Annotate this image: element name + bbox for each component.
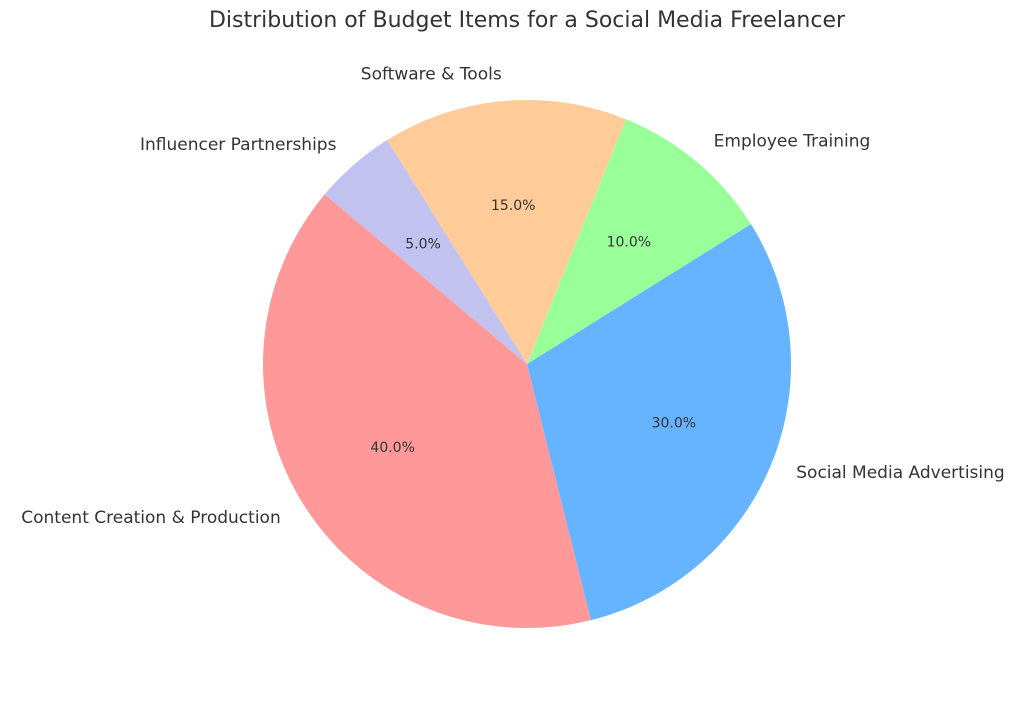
- slice-label-influencer-partnerships: Influencer Partnerships: [140, 135, 337, 155]
- pie-slice-social-media-advertising: [527, 224, 791, 621]
- slice-label-content-creation-and-production: Content Creation & Production: [21, 508, 280, 528]
- slice-percent-influencer-partnerships: 5.0%: [405, 236, 441, 252]
- slice-label-employee-training: Employee Training: [714, 132, 871, 152]
- slice-percent-social-media-advertising: 30.0%: [652, 415, 696, 431]
- chart-title: Distribution of Budget Items for a Socia…: [209, 8, 846, 33]
- slice-label-social-media-advertising: Social Media Advertising: [796, 463, 1004, 483]
- slice-percent-employee-training: 10.0%: [607, 235, 651, 251]
- pie-labels: Content Creation & Production 40.0% Social…: [21, 65, 1004, 528]
- pie-slice-software-and-tools: [387, 100, 626, 364]
- slice-label-software-and-tools: Software & Tools: [361, 65, 502, 85]
- pie-slices: [262, 100, 791, 628]
- slice-percent-content-creation-and-production: 40.0%: [370, 440, 414, 456]
- slice-percent-software-and-tools: 15.0%: [491, 198, 535, 214]
- pie-slice-influencer-partnerships: [324, 140, 527, 364]
- pie-slice-employee-training: [527, 119, 751, 364]
- pie-slice-content-creation-and-production: [262, 194, 591, 628]
